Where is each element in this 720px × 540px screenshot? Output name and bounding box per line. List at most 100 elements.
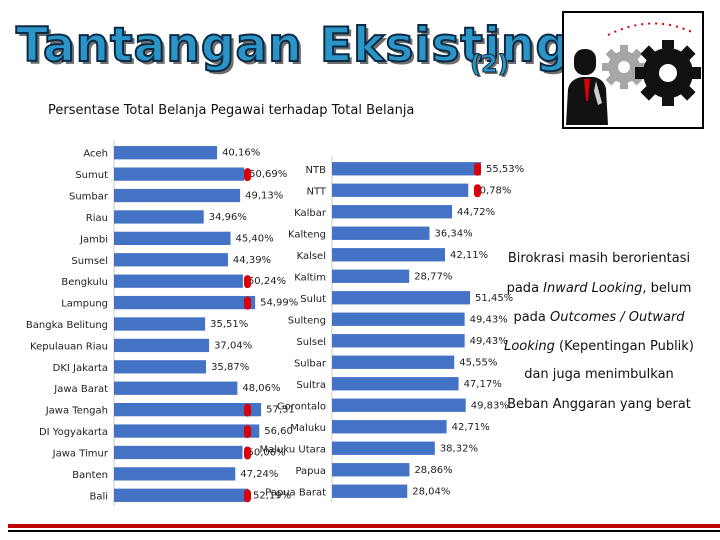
value-label: 47,17% xyxy=(464,379,502,390)
text-line-4: Looking (Kepentingan Publik) xyxy=(496,339,702,354)
category-label: Sumut xyxy=(75,170,108,181)
bar-charts: Aceh 40,16% Sumut 50,69% Sumbar 49,13% Riau 34,… xyxy=(26,140,524,506)
text-line-4-em: Looking xyxy=(504,339,555,354)
value-label: 28,04% xyxy=(412,486,450,497)
bar xyxy=(332,312,465,326)
category-label: Banten xyxy=(72,470,108,481)
highlight-marker xyxy=(244,168,251,182)
bar xyxy=(114,403,262,417)
category-label: Sultra xyxy=(296,380,326,391)
category-label: Kaltim xyxy=(294,272,326,283)
category-label: Kalbar xyxy=(294,208,327,219)
highlight-marker xyxy=(244,296,251,310)
highlight-marker xyxy=(244,489,251,503)
text-line-2-pre: pada xyxy=(506,281,544,296)
value-label: 49,43% xyxy=(470,314,508,325)
highlight-marker xyxy=(244,425,251,439)
category-label: Sulut xyxy=(300,294,326,305)
category-label: DI Yogyakarta xyxy=(39,427,108,438)
text-line-6: Beban Anggaran yang berat xyxy=(507,397,691,412)
category-label: Jambi xyxy=(79,234,108,245)
bar xyxy=(332,420,447,434)
bar xyxy=(114,381,238,395)
text-line-5: dan juga menimbulkan xyxy=(524,367,674,382)
value-label: 51,45% xyxy=(475,293,513,304)
value-label: 50,69% xyxy=(249,169,287,180)
bar xyxy=(114,210,204,224)
value-label: 49,43% xyxy=(470,336,508,347)
bar xyxy=(332,183,469,197)
businessman-with-gears-icon xyxy=(562,11,704,129)
category-label: Bangka Belitung xyxy=(26,320,108,331)
value-label: 34,96% xyxy=(209,212,247,223)
text-line-4-post: (Kepentingan Publik) xyxy=(554,339,694,354)
category-label: Sumsel xyxy=(71,256,108,267)
category-label: Lampung xyxy=(61,299,108,310)
bar xyxy=(114,360,207,374)
text-line-2-em: Inward Looking xyxy=(543,281,643,296)
category-label: Gorontalo xyxy=(277,401,326,412)
bar xyxy=(114,445,243,460)
value-label: 37,04% xyxy=(214,340,252,351)
category-label: Jawa Barat xyxy=(53,384,108,395)
bar xyxy=(114,167,245,181)
highlight-marker xyxy=(474,162,481,176)
category-label: Sulsel xyxy=(296,337,326,348)
category-label: Aceh xyxy=(83,149,108,160)
category-label: Riau xyxy=(86,213,108,224)
value-label: 50,06% xyxy=(247,447,285,458)
value-label: 49,13% xyxy=(245,191,283,202)
category-label: NTB xyxy=(306,165,327,176)
bar xyxy=(114,231,231,245)
value-label: 50,24% xyxy=(248,276,286,287)
value-label: 28,86% xyxy=(414,465,452,476)
category-label: DKI Jakarta xyxy=(53,363,108,374)
value-label: 57,31 xyxy=(266,405,295,416)
value-label: 44,72% xyxy=(457,207,495,218)
value-label: 52,19% xyxy=(253,490,291,501)
category-label: Maluku xyxy=(290,423,326,434)
bar xyxy=(332,334,465,348)
text-line-1: Birokrasi masih berorientasi xyxy=(507,251,691,266)
value-label: 40,16% xyxy=(222,148,260,159)
slide-title: Tantangan Eksisting xyxy=(15,18,571,73)
category-label: Kalsel xyxy=(297,251,326,262)
category-label: Kepulauan Riau xyxy=(30,341,108,352)
bottom-rule xyxy=(8,524,720,528)
value-label: 36,34% xyxy=(435,228,473,239)
highlight-marker xyxy=(244,403,251,417)
bar xyxy=(332,291,471,305)
category-label: Kalteng xyxy=(288,229,326,240)
text-line-3-em: Outcomes / Outward xyxy=(550,310,685,325)
bar xyxy=(114,253,228,267)
bar xyxy=(114,274,243,288)
bar xyxy=(332,248,445,262)
value-label: 47,24% xyxy=(240,469,278,480)
bottom-rule-dark xyxy=(8,530,720,532)
value-label: 56,60 xyxy=(264,426,293,437)
bar xyxy=(114,424,260,438)
chart-left: Aceh 40,16% Sumut 50,69% Sumbar 49,13% Riau 34,… xyxy=(26,140,298,506)
value-label: 38,32% xyxy=(440,443,478,454)
bar xyxy=(332,377,459,391)
bar xyxy=(332,162,482,176)
category-label: Bali xyxy=(89,491,108,502)
category-label: Jawa Timur xyxy=(52,448,109,459)
bar xyxy=(332,484,408,498)
value-label: 55,53% xyxy=(486,164,524,175)
value-label: 50,78% xyxy=(473,185,511,196)
bar xyxy=(114,317,206,331)
category-label: NTT xyxy=(306,186,326,197)
value-label: 35,87% xyxy=(211,362,249,373)
value-label: 35,51% xyxy=(210,319,248,330)
category-label: Sumbar xyxy=(69,192,109,203)
highlight-marker xyxy=(244,275,251,289)
category-label: Bengkulu xyxy=(61,277,108,288)
text-line-3-pre: pada xyxy=(513,310,551,325)
bar xyxy=(332,205,452,219)
text-line-2-post: , belum xyxy=(642,281,692,296)
chart-subtitle: Persentase Total Belanja Pegawai terhada… xyxy=(48,103,415,118)
category-label: Maluku Utara xyxy=(260,444,326,455)
text-line-3: pada Outcomes / Outward xyxy=(496,310,702,325)
bar xyxy=(332,398,466,412)
